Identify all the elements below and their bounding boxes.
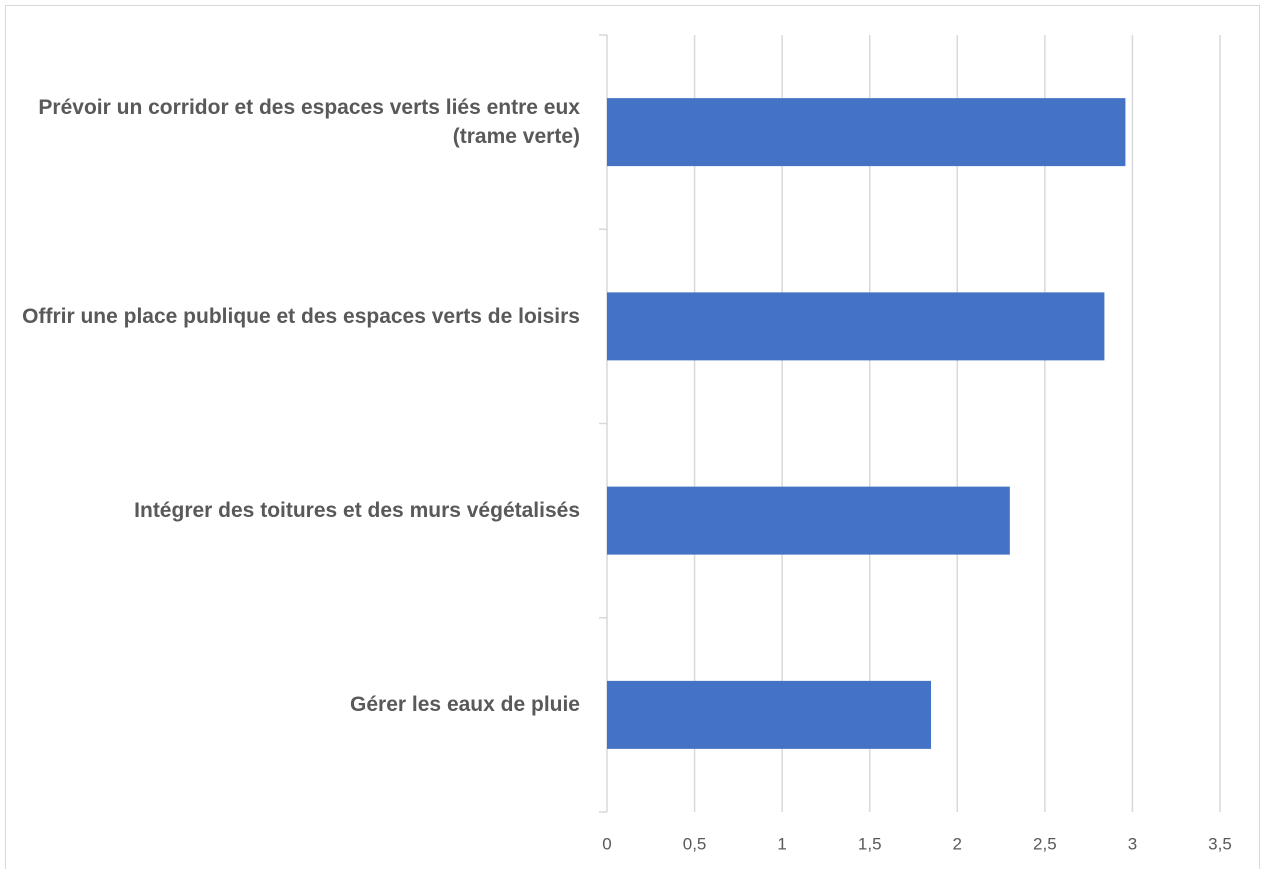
x-tick-label: 3,5 (1208, 834, 1232, 853)
category-label: Intégrer des toitures et des murs végéta… (134, 499, 580, 523)
category-label: Gérer les eaux de pluie (350, 693, 580, 717)
x-tick-label: 3 (1128, 834, 1137, 853)
x-tick-label: 1 (777, 834, 786, 853)
x-tick-label: 2,5 (1033, 834, 1057, 853)
x-tick-label: 0 (602, 834, 611, 853)
bar (607, 486, 1010, 555)
chart-border (5, 5, 1260, 869)
category-label: Prévoir un corridor et des espaces verts… (38, 96, 580, 149)
x-tick-label: 0,5 (683, 834, 707, 853)
x-tick-label: 1,5 (858, 834, 882, 853)
x-tick-label: 2 (953, 834, 962, 853)
bar (607, 98, 1126, 167)
category-label: Offrir une place publique et des espaces… (22, 304, 580, 328)
bar (607, 680, 932, 749)
bar (607, 292, 1105, 361)
